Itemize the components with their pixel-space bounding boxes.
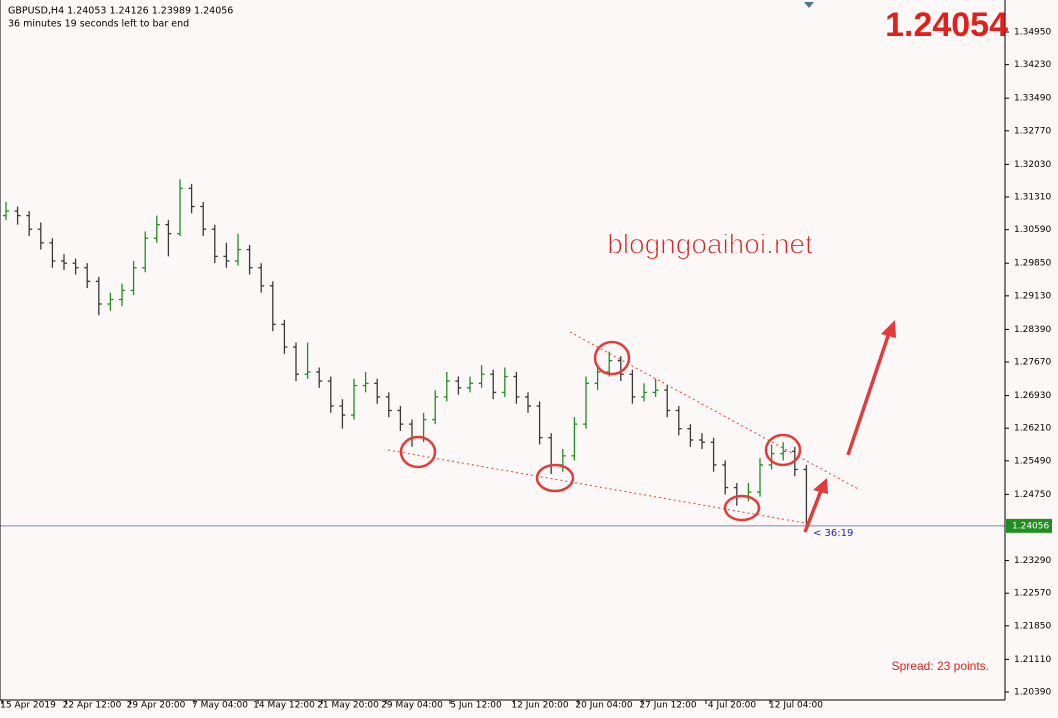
y-tick-label: 1.26930 [1014, 391, 1051, 401]
current-price-label: 1.24056 [1012, 521, 1049, 531]
y-tick-label: 1.29130 [1014, 291, 1051, 301]
big-price: 1.24054 [885, 6, 1008, 44]
x-tick-label: 22 Apr 12:00 [63, 701, 122, 711]
circle [723, 494, 761, 522]
x-tick-label: 4 Jul 20:00 [708, 701, 757, 711]
y-tick-label: 1.31310 [1014, 193, 1051, 203]
y-tick-label: 1.29850 [1014, 259, 1051, 269]
y-tick-label: 1.32030 [1014, 160, 1051, 170]
y-tick-label: 1.20390 [1014, 688, 1051, 698]
circle [764, 433, 802, 467]
circle [399, 435, 437, 469]
y-tick-label: 1.33490 [1014, 94, 1051, 104]
x-tick-label: 14 May 12:00 [253, 701, 315, 711]
x-tick-label: 20 Jun 04:00 [575, 701, 632, 711]
y-tick-label: 1.22570 [1014, 589, 1051, 599]
bar-timer: 36 minutes 19 seconds left to bar end [8, 19, 189, 30]
watermark: blogngoaihoi.net [607, 228, 813, 259]
plot-area [0, 179, 1005, 529]
y-tick-label: 1.21850 [1014, 621, 1051, 631]
x-tick-label: 29 Apr 20:00 [127, 701, 186, 711]
y-tick-label: 1.21110 [1014, 655, 1051, 665]
y-tick-label: 1.30590 [1014, 225, 1051, 235]
x-tick-label: 29 May 04:00 [381, 701, 443, 711]
x-tick-label: 27 Jun 12:00 [639, 701, 696, 711]
x-tick-label: 5 Jun 12:00 [450, 701, 502, 711]
x-tick-label: 12 Jun 20:00 [511, 701, 568, 711]
spread: Spread: 23 points. [892, 659, 989, 673]
arrowhead [881, 320, 896, 338]
support-line [387, 449, 806, 524]
y-tick-label: 1.27670 [1014, 358, 1051, 368]
y-tick-label: 1.26210 [1014, 424, 1051, 434]
arrow [846, 329, 892, 456]
y-tick-label: 1.32770 [1014, 126, 1051, 136]
current-price-box [1006, 518, 1052, 533]
resistance-line [569, 331, 861, 491]
x-tick-label: 21 May 20:00 [317, 701, 379, 711]
symbol-info: GBPUSD,H4 1.24053 1.24126 1.23989 1.2405… [8, 6, 233, 17]
annotations [387, 320, 896, 533]
circle [535, 463, 575, 493]
arrowhead [813, 478, 828, 494]
x-tick-label: 12 Jul 04:00 [769, 701, 823, 711]
y-tick-label: 1.28390 [1014, 325, 1051, 335]
x-tick-label: 15 Apr 2019 [0, 701, 56, 711]
scroll-icon[interactable] [804, 2, 814, 8]
y-tick-label: 1.24750 [1014, 490, 1051, 500]
circle [593, 340, 631, 376]
x-tick-label: 7 May 04:00 [192, 701, 248, 711]
y-tick-label: 1.34950 [1014, 28, 1051, 38]
countdown: < 36:19 [813, 528, 853, 539]
y-tick-label: 1.34230 [1014, 60, 1051, 70]
y-tick-label: 1.23290 [1014, 556, 1051, 566]
y-tick-label: 1.25490 [1014, 456, 1051, 466]
arrow [803, 487, 824, 533]
